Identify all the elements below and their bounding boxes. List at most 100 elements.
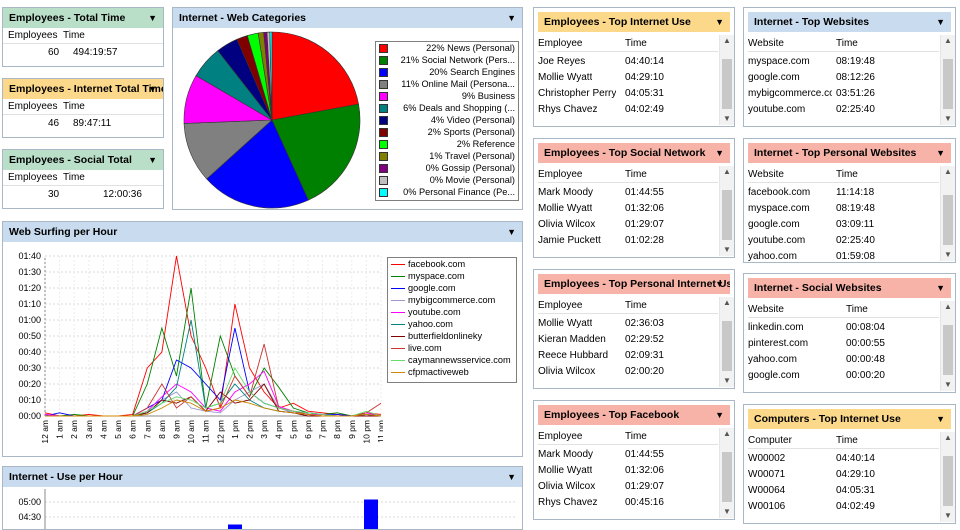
dropdown-arrow-icon[interactable]: ▼ bbox=[507, 227, 516, 237]
vertical-scrollbar[interactable]: ▲ ▼ bbox=[940, 301, 955, 391]
table-row[interactable]: myspace.com 08:19:48 bbox=[748, 200, 939, 216]
table-row[interactable]: Kieran Madden 02:29:52 bbox=[538, 331, 718, 347]
scroll-up-icon[interactable]: ▲ bbox=[723, 167, 731, 176]
table-row[interactable]: W00064 04:05:31 bbox=[748, 482, 939, 498]
scroll-up-icon[interactable]: ▲ bbox=[723, 298, 731, 307]
table-row[interactable]: Mark Moody 01:44:55 bbox=[538, 184, 718, 200]
col-header-2[interactable]: Time bbox=[836, 435, 858, 446]
dropdown-arrow-icon[interactable]: ▼ bbox=[936, 414, 945, 424]
scroll-thumb[interactable] bbox=[943, 59, 953, 109]
table-row[interactable]: youtube.com 02:25:40 bbox=[748, 101, 939, 117]
table-row[interactable]: W00071 04:29:10 bbox=[748, 466, 939, 482]
pie-slice[interactable] bbox=[271, 103, 361, 201]
dropdown-arrow-icon[interactable]: ▼ bbox=[148, 84, 157, 94]
scroll-up-icon[interactable]: ▲ bbox=[723, 36, 731, 45]
table-row[interactable]: Christopher Perry 04:05:31 bbox=[538, 85, 718, 101]
pie-slice[interactable] bbox=[271, 31, 359, 121]
dropdown-arrow-icon[interactable]: ▼ bbox=[507, 472, 516, 482]
scroll-up-icon[interactable]: ▲ bbox=[723, 429, 731, 438]
scroll-down-icon[interactable]: ▼ bbox=[723, 114, 731, 123]
scroll-down-icon[interactable]: ▼ bbox=[944, 380, 952, 389]
table-row[interactable]: Olivia Wilcox 02:00:20 bbox=[538, 363, 718, 379]
table-row[interactable]: Jamie Puckett 01:02:28 bbox=[538, 232, 718, 248]
bar[interactable] bbox=[364, 499, 378, 530]
scroll-thumb[interactable] bbox=[943, 195, 953, 245]
table-row[interactable]: Olivia Wilcox 01:29:07 bbox=[538, 478, 718, 494]
col-header-1[interactable]: Website bbox=[748, 169, 784, 180]
col-header-1[interactable]: Website bbox=[748, 38, 784, 49]
dropdown-arrow-icon[interactable]: ▼ bbox=[148, 13, 157, 23]
col-header-2[interactable]: Time bbox=[625, 169, 647, 180]
scroll-thumb[interactable] bbox=[943, 325, 953, 375]
pie-slice[interactable] bbox=[269, 31, 273, 121]
dropdown-arrow-icon[interactable]: ▼ bbox=[936, 17, 945, 27]
dropdown-arrow-icon[interactable]: ▼ bbox=[936, 283, 945, 293]
table-row[interactable]: Mollie Wyatt 02:36:03 bbox=[538, 315, 718, 331]
table-row[interactable]: youtube.com 02:25:40 bbox=[748, 232, 939, 248]
table-row[interactable]: Reece Hubbard 02:09:31 bbox=[538, 347, 718, 363]
col-header-1[interactable]: Website bbox=[748, 304, 784, 315]
col-header-2[interactable]: Time bbox=[836, 38, 858, 49]
scroll-up-icon[interactable]: ▲ bbox=[944, 36, 952, 45]
dropdown-arrow-icon[interactable]: ▼ bbox=[507, 13, 516, 23]
table-row[interactable]: yahoo.com 00:00:48 bbox=[748, 351, 939, 367]
table-row[interactable]: Rhys Chavez 04:02:49 bbox=[538, 101, 718, 117]
scroll-down-icon[interactable]: ▼ bbox=[944, 511, 952, 520]
scroll-up-icon[interactable]: ▲ bbox=[944, 302, 952, 311]
col-header-1[interactable]: Employee bbox=[538, 38, 583, 49]
scroll-down-icon[interactable]: ▼ bbox=[723, 245, 731, 254]
table-row[interactable]: Mark Moody 01:44:55 bbox=[538, 446, 718, 462]
table-row[interactable]: facebook.com 11:14:18 bbox=[748, 184, 939, 200]
col-header-1[interactable]: Employee bbox=[538, 300, 583, 311]
scroll-down-icon[interactable]: ▼ bbox=[944, 250, 952, 259]
dropdown-arrow-icon[interactable]: ▼ bbox=[715, 148, 724, 158]
table-row[interactable]: google.com 03:09:11 bbox=[748, 216, 939, 232]
dropdown-arrow-icon[interactable]: ▼ bbox=[148, 155, 157, 165]
table-row[interactable]: google.com 08:12:26 bbox=[748, 69, 939, 85]
scroll-down-icon[interactable]: ▼ bbox=[944, 114, 952, 123]
table-row[interactable]: Mollie Wyatt 01:32:06 bbox=[538, 200, 718, 216]
table-row[interactable]: mybigcommerce.com 03:51:26 bbox=[748, 85, 939, 101]
dropdown-arrow-icon[interactable]: ▼ bbox=[715, 279, 724, 289]
table-row[interactable]: Mollie Wyatt 04:29:10 bbox=[538, 69, 718, 85]
scroll-down-icon[interactable]: ▼ bbox=[723, 507, 731, 516]
table-row[interactable]: W00002 04:40:14 bbox=[748, 450, 939, 466]
vertical-scrollbar[interactable]: ▲ ▼ bbox=[719, 35, 734, 125]
scroll-down-icon[interactable]: ▼ bbox=[723, 376, 731, 385]
col-header-2[interactable]: Time bbox=[625, 300, 647, 311]
scroll-up-icon[interactable]: ▲ bbox=[944, 167, 952, 176]
vertical-scrollbar[interactable]: ▲ ▼ bbox=[719, 297, 734, 387]
col-header-1[interactable]: Employee bbox=[538, 431, 583, 442]
col-header-2[interactable]: Time bbox=[836, 169, 858, 180]
vertical-scrollbar[interactable]: ▲ ▼ bbox=[940, 166, 955, 261]
scroll-thumb[interactable] bbox=[722, 452, 732, 502]
table-row[interactable]: Mollie Wyatt 01:32:06 bbox=[538, 462, 718, 478]
scroll-thumb[interactable] bbox=[943, 456, 953, 506]
table-row[interactable]: Rhys Chavez 00:45:16 bbox=[538, 494, 718, 510]
col-header-1[interactable]: Employee bbox=[538, 169, 583, 180]
table-row[interactable]: myspace.com 08:19:48 bbox=[748, 53, 939, 69]
dropdown-arrow-icon[interactable]: ▼ bbox=[715, 17, 724, 27]
table-row[interactable]: Olivia Wilcox 01:29:07 bbox=[538, 216, 718, 232]
pie-slice[interactable] bbox=[206, 119, 309, 209]
table-row[interactable]: W00106 04:02:49 bbox=[748, 498, 939, 514]
col-header-2[interactable]: Time bbox=[625, 431, 647, 442]
scroll-thumb[interactable] bbox=[722, 321, 732, 371]
table-row[interactable]: pinterest.com 00:00:55 bbox=[748, 335, 939, 351]
table-row[interactable]: linkedin.com 00:08:04 bbox=[748, 319, 939, 335]
series-line[interactable] bbox=[45, 399, 382, 417]
vertical-scrollbar[interactable]: ▲ ▼ bbox=[940, 35, 955, 125]
vertical-scrollbar[interactable]: ▲ ▼ bbox=[940, 432, 955, 522]
col-header-2[interactable]: Time bbox=[625, 38, 647, 49]
table-row[interactable]: google.com 00:00:20 bbox=[748, 367, 939, 383]
vertical-scrollbar[interactable]: ▲ ▼ bbox=[719, 166, 734, 256]
dropdown-arrow-icon[interactable]: ▼ bbox=[936, 148, 945, 158]
vertical-scrollbar[interactable]: ▲ ▼ bbox=[719, 428, 734, 518]
col-header-1[interactable]: Computer bbox=[748, 435, 792, 446]
bar[interactable] bbox=[228, 524, 242, 530]
table-row[interactable]: yahoo.com 01:59:08 bbox=[748, 248, 939, 262]
col-header-2[interactable]: Time bbox=[846, 304, 868, 315]
table-row[interactable]: Joe Reyes 04:40:14 bbox=[538, 53, 718, 69]
scroll-thumb[interactable] bbox=[722, 190, 732, 240]
dropdown-arrow-icon[interactable]: ▼ bbox=[715, 410, 724, 420]
